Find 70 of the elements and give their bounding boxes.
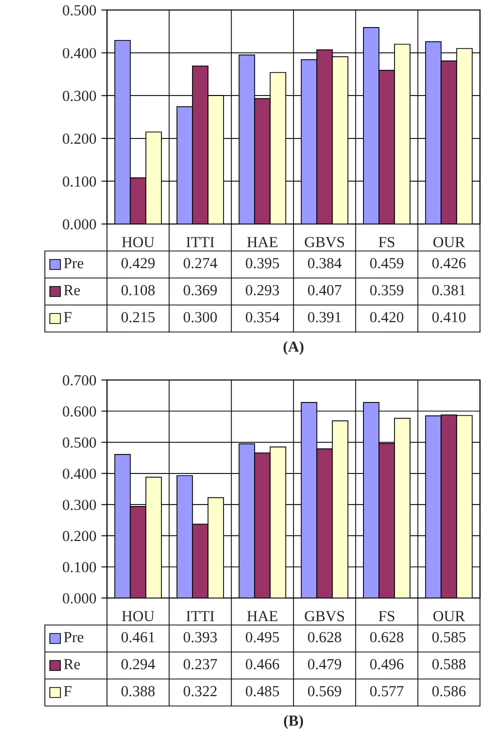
data-label: 0.588 [432, 659, 466, 670]
y-tick-label: 0.600 [62, 406, 96, 417]
data-label: 0.215 [121, 312, 155, 322]
text: (B) [284, 715, 304, 729]
x-tick-label: HOU [122, 610, 154, 622]
y-tick-label: 0.000 [62, 593, 96, 604]
y-tick-label: 0.000 [62, 219, 96, 230]
legend-label: Pre [64, 632, 84, 642]
data-label: 0.569 [308, 686, 342, 696]
x-tick-label: ITTI [186, 237, 214, 248]
data-label: 0.586 [432, 686, 466, 696]
data-label: 0.628 [370, 632, 404, 642]
data-label: 0.628 [308, 632, 342, 642]
text: (A) [284, 341, 304, 355]
data-label: 0.429 [121, 258, 155, 268]
y-tick-label: 0.500 [62, 5, 96, 16]
x-tick-label: FS [378, 236, 394, 248]
y-tick-label: 0.400 [62, 48, 96, 58]
data-label: 0.485 [246, 686, 280, 696]
y-tick-label: 0.500 [62, 437, 96, 448]
data-label: 0.426 [432, 258, 466, 268]
data-label: 0.459 [370, 258, 404, 268]
y-tick-label: 0.300 [62, 90, 96, 102]
data-label: 0.369 [184, 285, 217, 296]
y-tick-label: 0.200 [62, 134, 96, 144]
x-tick-label: OUR [433, 610, 466, 622]
data-label: 0.393 [184, 632, 217, 642]
y-tick-label: 0.200 [62, 530, 96, 542]
data-label: 0.384 [308, 258, 342, 268]
y-tick-label: 0.300 [62, 500, 96, 510]
data-label: 0.391 [308, 312, 341, 322]
y-tick-label: 0.400 [62, 468, 96, 479]
data-label: 0.410 [432, 312, 466, 322]
y-tick-label: 0.100 [62, 176, 96, 187]
x-tick-label: FS [378, 610, 394, 622]
data-label: 0.495 [246, 632, 280, 642]
data-label: 0.407 [308, 285, 342, 296]
data-label: 0.585 [432, 632, 466, 642]
data-label: 0.237 [184, 659, 217, 670]
legend-label: Re [64, 659, 80, 670]
x-tick-label: OUR [433, 236, 466, 248]
x-tick-label: HOU [122, 236, 154, 248]
data-label: 0.577 [370, 686, 404, 696]
legend-label: F [64, 312, 72, 322]
data-label: 0.359 [370, 285, 404, 296]
x-tick-label: HAE [247, 237, 278, 248]
legend-label: Pre [64, 258, 84, 268]
data-label: 0.294 [121, 659, 156, 670]
data-label: 0.479 [308, 659, 342, 670]
y-tick-label: 0.100 [62, 562, 96, 572]
legend-label: Re [64, 285, 80, 296]
data-label: 0.108 [121, 285, 155, 296]
legend-label: F [64, 686, 72, 696]
data-label: 0.420 [370, 312, 404, 322]
x-tick-label: GBVS [304, 236, 344, 248]
data-label: 0.381 [432, 285, 466, 296]
data-label: 0.274 [184, 258, 218, 268]
x-tick-label: HAE [247, 611, 278, 622]
data-label: 0.466 [246, 659, 280, 670]
data-label: 0.354 [246, 312, 280, 322]
data-label: 0.388 [121, 686, 155, 696]
y-tick-label: 0.700 [62, 375, 96, 386]
data-label: 0.322 [184, 686, 217, 696]
data-label: 0.461 [121, 632, 154, 642]
data-label: 0.293 [246, 285, 280, 296]
x-tick-label: ITTI [186, 611, 214, 622]
data-label: 0.300 [184, 312, 217, 322]
x-tick-label: GBVS [304, 610, 344, 622]
data-label: 0.496 [370, 659, 404, 670]
data-label: 0.395 [246, 258, 280, 268]
